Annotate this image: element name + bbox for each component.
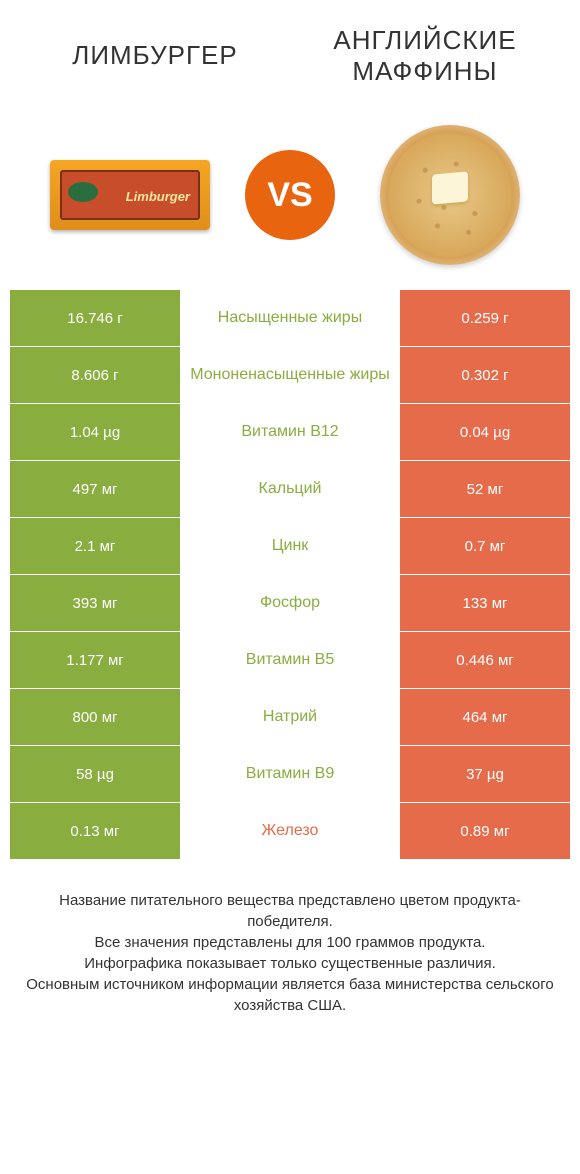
nutrient-label: Железо (180, 803, 400, 859)
value-right: 0.04 µg (400, 404, 570, 460)
value-left: 393 мг (10, 575, 180, 631)
value-left: 2.1 мг (10, 518, 180, 574)
footer-line: Все значения представлены для 100 граммо… (25, 932, 555, 953)
value-left: 58 µg (10, 746, 180, 802)
value-right: 464 мг (400, 689, 570, 745)
table-row: 1.04 µgВитамин B120.04 µg (10, 404, 570, 460)
nutrient-label: Мононенасыщенные жиры (180, 347, 400, 403)
value-left: 0.13 мг (10, 803, 180, 859)
nutrient-label: Кальций (180, 461, 400, 517)
footer-notes: Название питательного вещества представл… (0, 860, 580, 1016)
value-left: 8.606 г (10, 347, 180, 403)
value-left: 16.746 г (10, 290, 180, 346)
value-right: 37 µg (400, 746, 570, 802)
table-row: 8.606 гМононенасыщенные жиры0.302 г (10, 347, 570, 403)
vs-badge: VS (245, 150, 335, 240)
nutrient-label: Витамин B5 (180, 632, 400, 688)
nutrient-label: Фосфор (180, 575, 400, 631)
value-right: 0.259 г (400, 290, 570, 346)
footer-line: Инфографика показывает только существенн… (25, 953, 555, 974)
value-right: 0.89 мг (400, 803, 570, 859)
table-row: 497 мгКальций52 мг (10, 461, 570, 517)
muffin-icon (380, 125, 520, 265)
table-row: 393 мгФосфор133 мг (10, 575, 570, 631)
table-row: 58 µgВитамин B937 µg (10, 746, 570, 802)
table-row: 800 мгНатрий464 мг (10, 689, 570, 745)
value-left: 800 мг (10, 689, 180, 745)
product-right (365, 125, 535, 265)
value-right: 52 мг (400, 461, 570, 517)
nutrient-label: Насыщенные жиры (180, 290, 400, 346)
footer-line: Основным источником информации является … (25, 974, 555, 1016)
nutrient-label: Натрий (180, 689, 400, 745)
table-row: 16.746 гНасыщенные жиры0.259 г (10, 290, 570, 346)
table-row: 0.13 мгЖелезо0.89 мг (10, 803, 570, 859)
header: ЛИМБУРГЕР АНГЛИЙСКИЕ МАФФИНЫ (0, 0, 580, 110)
table-row: 2.1 мгЦинк0.7 мг (10, 518, 570, 574)
title-left: ЛИМБУРГЕР (20, 20, 290, 71)
title-right: АНГЛИЙСКИЕ МАФФИНЫ (290, 20, 560, 87)
value-right: 133 мг (400, 575, 570, 631)
value-left: 1.04 µg (10, 404, 180, 460)
footer-line: Название питательного вещества представл… (25, 890, 555, 932)
table-row: 1.177 мгВитамин B50.446 мг (10, 632, 570, 688)
cheese-icon: Limburger (50, 160, 210, 230)
nutrient-label: Витамин B12 (180, 404, 400, 460)
value-right: 0.302 г (400, 347, 570, 403)
product-left: Limburger (45, 125, 215, 265)
value-left: 1.177 мг (10, 632, 180, 688)
value-right: 0.7 мг (400, 518, 570, 574)
nutrition-table: 16.746 гНасыщенные жиры0.259 г8.606 гМон… (0, 280, 580, 859)
value-left: 497 мг (10, 461, 180, 517)
nutrient-label: Витамин B9 (180, 746, 400, 802)
nutrient-label: Цинк (180, 518, 400, 574)
vs-row: Limburger VS (0, 110, 580, 280)
value-right: 0.446 мг (400, 632, 570, 688)
